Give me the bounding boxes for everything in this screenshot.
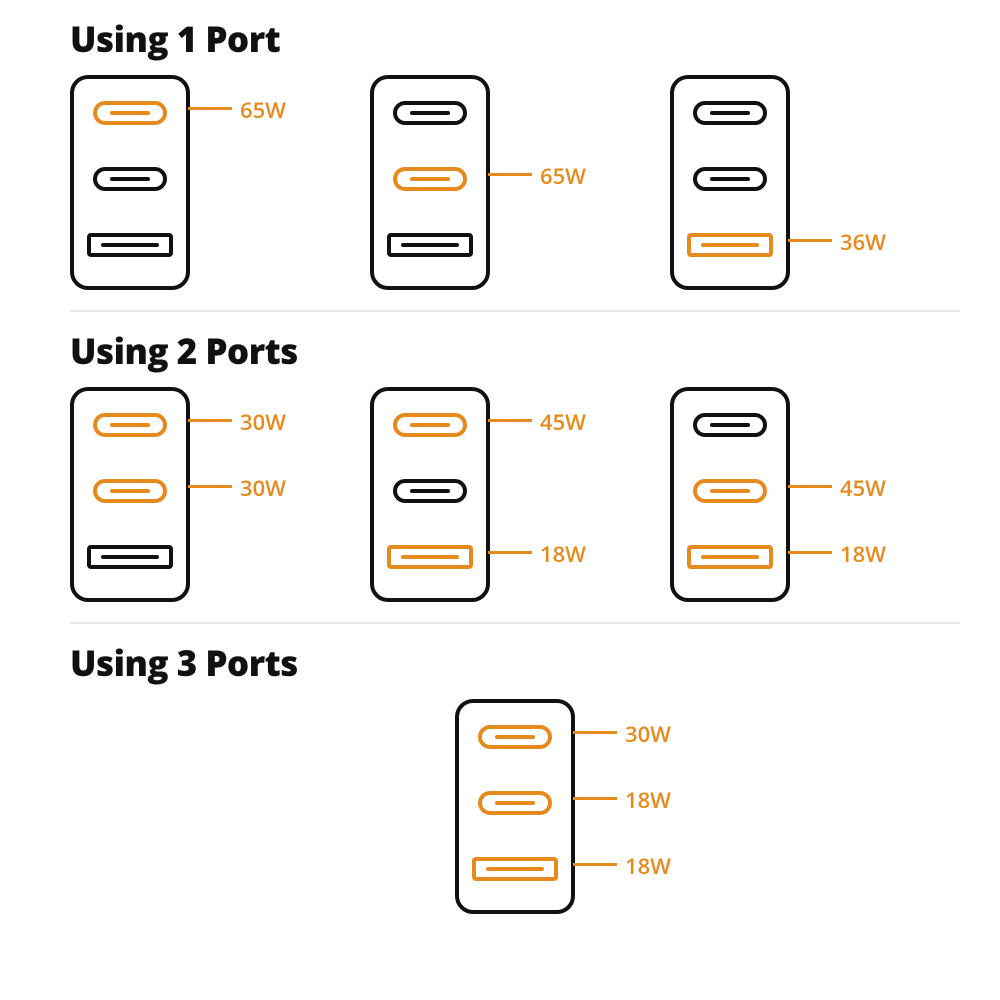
wattage-label: 18W [540, 539, 586, 569]
wattage-label: 45W [540, 407, 586, 437]
leader-line [488, 173, 532, 176]
leader-line [573, 863, 617, 866]
usb-c-port [93, 101, 167, 125]
wattage-label: 18W [625, 785, 671, 815]
charger: 65W [70, 75, 190, 290]
wattage-label: 18W [840, 539, 886, 569]
port-connector-icon [410, 111, 450, 115]
charger-body [70, 387, 190, 602]
port-connector-icon [495, 801, 535, 805]
charger: 45W18W [670, 387, 790, 602]
port-connector-icon [701, 243, 759, 247]
wattage-label: 30W [625, 719, 671, 749]
usb-c-port [393, 101, 467, 125]
wattage-label: 30W [240, 473, 286, 503]
leader-line [488, 551, 532, 554]
charger-body [455, 699, 575, 914]
leader-line [788, 239, 832, 242]
section-divider [70, 622, 960, 624]
wattage-label: 30W [240, 407, 286, 437]
charger-body [370, 387, 490, 602]
usb-c-port [693, 413, 767, 437]
section-title: Using 3 Ports [70, 640, 960, 687]
section-divider [70, 310, 960, 312]
leader-line [488, 419, 532, 422]
charger: 36W [670, 75, 790, 290]
port-connector-icon [410, 423, 450, 427]
charger-row: 30W 18W 18W [70, 699, 960, 914]
port-connector-icon [401, 555, 459, 559]
port-connector-icon [110, 111, 150, 115]
port-connector-icon [710, 177, 750, 181]
usb-a-port [687, 233, 773, 257]
usb-c-port [478, 791, 552, 815]
usb-a-port [87, 233, 173, 257]
wattage-label: 45W [840, 473, 886, 503]
port-connector-icon [101, 555, 159, 559]
charger-body [670, 75, 790, 290]
leader-line [573, 797, 617, 800]
usb-c-port [93, 413, 167, 437]
wattage-label: 65W [540, 161, 586, 191]
usb-c-port [693, 167, 767, 191]
usb-a-port [472, 857, 558, 881]
usb-c-port [693, 479, 767, 503]
charger: 65W [370, 75, 490, 290]
port-connector-icon [101, 243, 159, 247]
usb-c-port [93, 167, 167, 191]
port-connector-icon [110, 423, 150, 427]
usb-a-port [387, 545, 473, 569]
charger: 30W18W18W [455, 699, 575, 914]
leader-line [573, 731, 617, 734]
usb-c-port [93, 479, 167, 503]
port-connector-icon [410, 489, 450, 493]
charger-row: 30W30W45W18W45W18W [70, 387, 960, 602]
charger: 30W30W [70, 387, 190, 602]
usb-c-port [393, 167, 467, 191]
usb-a-port [87, 545, 173, 569]
wattage-label: 36W [840, 227, 886, 257]
usb-c-port [393, 413, 467, 437]
charger-body [670, 387, 790, 602]
port-connector-icon [495, 735, 535, 739]
usb-c-port [478, 725, 552, 749]
port-connector-icon [410, 177, 450, 181]
section-title: Using 2 Ports [70, 328, 960, 375]
usb-c-port [393, 479, 467, 503]
charger-body [370, 75, 490, 290]
port-connector-icon [110, 177, 150, 181]
leader-line [188, 485, 232, 488]
port-connector-icon [401, 243, 459, 247]
port-connector-icon [710, 423, 750, 427]
leader-line [188, 107, 232, 110]
usb-a-port [387, 233, 473, 257]
leader-line [188, 419, 232, 422]
section-title: Using 1 Port [70, 16, 960, 63]
port-connector-icon [486, 867, 544, 871]
charger-body [70, 75, 190, 290]
leader-line [788, 485, 832, 488]
port-connector-icon [710, 111, 750, 115]
wattage-label: 18W [625, 851, 671, 881]
wattage-label: 65W [240, 95, 286, 125]
leader-line [788, 551, 832, 554]
usb-a-port [687, 545, 773, 569]
charger-row: 65W 65W 36W [70, 75, 960, 290]
port-connector-icon [701, 555, 759, 559]
charger: 45W18W [370, 387, 490, 602]
port-connector-icon [710, 489, 750, 493]
usb-c-port [693, 101, 767, 125]
port-connector-icon [110, 489, 150, 493]
